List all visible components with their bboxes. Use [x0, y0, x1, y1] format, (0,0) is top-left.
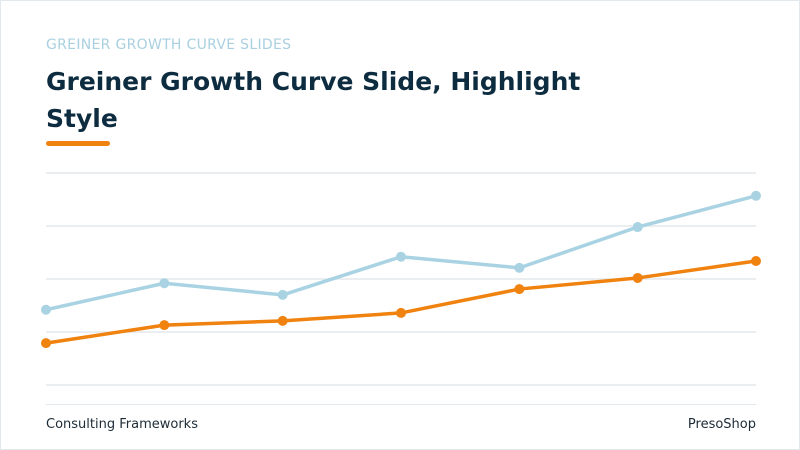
slide-title: Greiner Growth Curve Slide, Highlight St… — [46, 67, 581, 133]
title-accent — [46, 141, 110, 146]
data-point — [514, 284, 525, 295]
series-line — [45, 259, 757, 345]
footer-left: Consulting Frameworks — [46, 417, 198, 432]
data-point — [159, 320, 170, 331]
data-point — [751, 190, 761, 201]
data-point — [41, 304, 51, 315]
data-point — [277, 315, 288, 326]
data-point — [632, 222, 643, 233]
data-point — [751, 255, 761, 266]
eyebrow: GREINER GROWTH CURVE SLIDES — [46, 37, 292, 53]
data-point — [514, 262, 525, 273]
footer-right: PresoShop — [687, 417, 756, 432]
data-point — [632, 272, 643, 283]
data-point — [159, 278, 170, 289]
footer-separator — [46, 404, 756, 405]
data-point — [277, 289, 288, 300]
data-point — [41, 338, 51, 349]
data-point — [396, 307, 406, 318]
data-point — [396, 251, 406, 262]
